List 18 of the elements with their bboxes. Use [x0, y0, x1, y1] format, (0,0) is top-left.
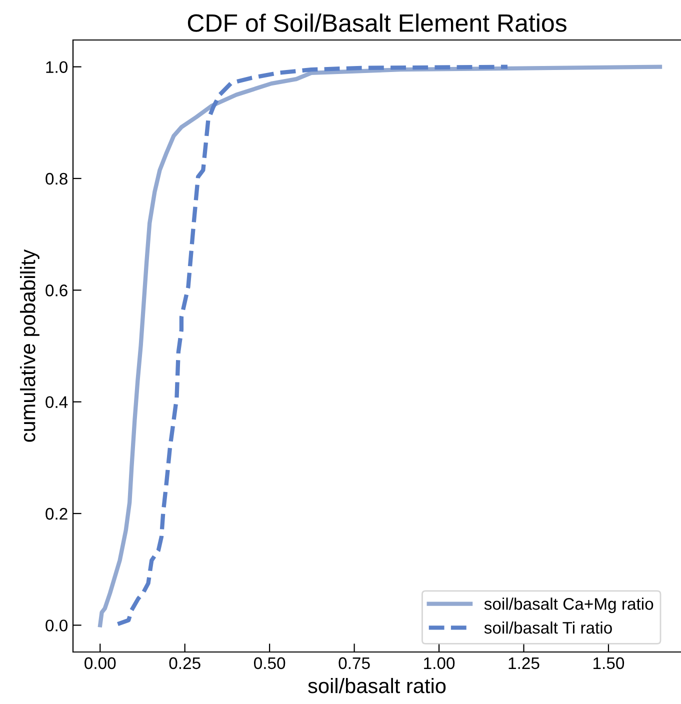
y-tick-label: 0.2	[46, 508, 68, 520]
legend-label: soil/basalt Ti ratio	[484, 621, 612, 634]
legend-label: soil/basalt Ca+Mg ratio	[484, 598, 654, 614]
y-tick-label: 0.6	[46, 284, 68, 296]
y-tick-label: 1.0	[46, 61, 68, 74]
x-tick-label: 0.00	[84, 657, 116, 670]
y-axis-title: cumulative pobability	[20, 249, 40, 442]
x-tick-label: 0.75	[338, 657, 370, 670]
x-tick-label: 1.50	[594, 657, 624, 670]
x-tick-label: 0.50	[254, 657, 286, 670]
x-axis-title: soil/basalt ratio	[308, 678, 446, 694]
y-tick-label: 0.0	[46, 620, 68, 632]
x-tick-label: 1.00	[424, 657, 455, 670]
x-tick-label: 0.25	[169, 657, 200, 670]
y-tick-label: 0.8	[46, 172, 68, 185]
x-tick-label: 1.25	[508, 657, 540, 670]
chart-title: CDF of Soil/Basalt Element Ratios	[188, 14, 566, 32]
y-tick-label: 0.4	[46, 396, 68, 408]
